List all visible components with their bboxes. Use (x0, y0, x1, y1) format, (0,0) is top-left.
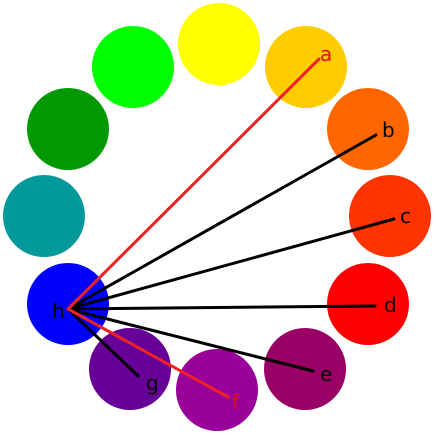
circles-layer (3, 3, 431, 431)
color-circle-d (327, 263, 409, 345)
connector-line-f (66, 307, 230, 399)
connector-line-a (66, 57, 321, 311)
color-circle-b (327, 88, 409, 170)
labels-layer: a b c d e f g h (52, 42, 411, 414)
color-circle-dark-green (27, 88, 109, 170)
color-circle-green (92, 26, 174, 108)
connector-line-e (66, 307, 315, 373)
color-circle-yellow (178, 3, 260, 85)
color-circle-a (265, 26, 347, 108)
label-b: b (382, 118, 395, 142)
connector-line-c (66, 217, 396, 311)
label-g: g (146, 371, 159, 395)
label-e: e (320, 362, 332, 386)
connector-line-b (66, 133, 378, 311)
color-circle-h (27, 263, 109, 345)
connector-line-d (66, 304, 377, 311)
color-circle-c (349, 175, 431, 257)
label-f: f (232, 390, 240, 414)
color-circle-teal (3, 175, 85, 257)
connector-line-g (66, 307, 140, 378)
lines-layer (66, 57, 396, 399)
label-c: c (400, 204, 411, 228)
label-a: a (320, 42, 332, 66)
label-h: h (52, 299, 65, 323)
label-d: d (384, 293, 397, 317)
